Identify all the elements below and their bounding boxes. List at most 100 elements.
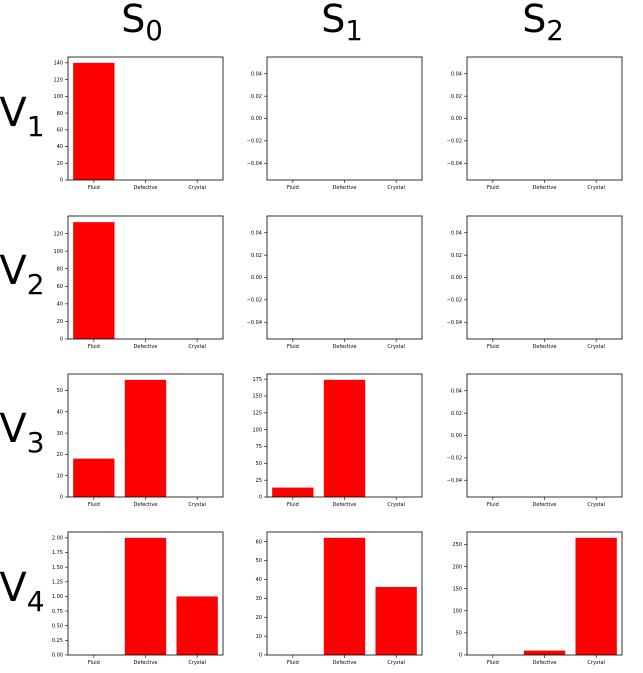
y-tick-label: 150 — [452, 586, 462, 592]
x-tick-label-crystal: Crystal — [387, 660, 405, 666]
column-header-2-sub: 2 — [546, 16, 563, 47]
y-tick-label: 50 — [57, 388, 63, 394]
subplot-r3-c0: 0.00 0.25 0.50 0.75 1.00 1.25 1.50 1.75 2.00 Flui… — [52, 531, 224, 666]
x-tick-label-crystal: Crystal — [587, 344, 605, 350]
row-header-1-sub: 2 — [27, 268, 45, 301]
y-tick-label: 200 — [452, 564, 462, 570]
y-tick-label: 0.00 — [451, 116, 462, 122]
x-tick-label-defective: Defective — [134, 502, 158, 508]
row-header-2-base: V — [0, 406, 27, 452]
column-header-0: S0 — [121, 0, 163, 47]
x-tick-label-defective: Defective — [134, 185, 158, 191]
axes-frame — [266, 215, 423, 340]
y-tick-label: 20 — [57, 319, 63, 325]
y-tick-label: 0.04 — [451, 388, 462, 394]
y-tick-label: 40 — [57, 410, 63, 416]
y-tick-label: 60 — [256, 539, 262, 545]
y-tick-label: −0.02 — [247, 139, 262, 145]
y-tick-label: −0.04 — [447, 320, 462, 326]
column-header-0-sub: 0 — [145, 16, 162, 47]
y-tick-label: 80 — [57, 111, 63, 117]
x-tick-label-fluid: Fluid — [287, 185, 299, 191]
subplot-r0-c2: −0.04 −0.02 0.00 0.02 0.04 Fluid Defective Crys… — [447, 56, 623, 191]
y-tick-label: 2.00 — [52, 536, 63, 542]
y-tick-label: 0.50 — [52, 623, 63, 629]
y-tick-label: 150 — [252, 394, 262, 400]
y-tick-label: 0.02 — [251, 94, 262, 100]
x-tick-label-defective: Defective — [333, 344, 357, 350]
bar-defective — [323, 379, 366, 497]
x-tick-label-fluid: Fluid — [487, 185, 499, 191]
axes-frame — [266, 56, 423, 181]
x-tick-label-fluid: Fluid — [88, 185, 100, 191]
y-tick-label: 1.50 — [52, 565, 63, 571]
y-tick-label: 50 — [456, 631, 462, 637]
x-tick-label-crystal: Crystal — [188, 502, 206, 508]
column-header-2-base: S — [522, 0, 546, 41]
y-tick-label: 0.00 — [451, 433, 462, 439]
y-tick-label: 0.00 — [251, 275, 262, 281]
x-tick-label-defective: Defective — [134, 660, 158, 666]
y-tick-label: 0.02 — [451, 253, 462, 259]
y-tick-label: 50 — [256, 461, 262, 467]
row-header-2-sub: 3 — [27, 426, 45, 459]
bar-fluid — [73, 62, 115, 180]
x-tick-label-fluid: Fluid — [88, 660, 100, 666]
x-tick-label-defective: Defective — [134, 344, 158, 350]
x-tick-label-crystal: Crystal — [387, 185, 405, 191]
x-tick-label-fluid: Fluid — [487, 344, 499, 350]
bar-crystal — [176, 596, 218, 655]
bar-fluid — [73, 222, 115, 339]
bar-crystal — [375, 586, 417, 655]
y-tick-label: −0.02 — [247, 298, 262, 304]
y-tick-label: 0.02 — [251, 253, 262, 259]
subplot-r0-c0: 0 20 40 60 80 100 120 140 Fluid Defective Crystal — [53, 56, 224, 191]
row-header-3-base: V — [0, 565, 27, 611]
y-tick-label: 100 — [53, 249, 63, 255]
y-tick-label: −0.02 — [447, 456, 462, 462]
column-header-1-base: S — [321, 0, 345, 41]
subplot-r1-c1: −0.04 −0.02 0.00 0.02 0.04 Fluid Defective Crys… — [247, 215, 423, 350]
x-tick-label-fluid: Fluid — [487, 660, 499, 666]
x-tick-label-defective: Defective — [333, 502, 357, 508]
axes-frame — [466, 373, 623, 498]
row-header-1: V2 — [0, 248, 45, 301]
y-tick-label: 0 — [60, 337, 63, 343]
row-header-0-sub: 1 — [27, 110, 45, 143]
y-tick-label: 0 — [259, 653, 262, 659]
x-tick-label-defective: Defective — [533, 660, 557, 666]
y-tick-label: 75 — [256, 444, 262, 450]
y-tick-label: 40 — [57, 144, 63, 150]
y-tick-label: 0.25 — [52, 638, 63, 644]
subplot-r0-c1: −0.04 −0.02 0.00 0.02 0.04 Fluid Defective Crys… — [247, 56, 423, 191]
x-tick-label-fluid: Fluid — [487, 502, 499, 508]
x-tick-label-fluid: Fluid — [88, 344, 100, 350]
row-header-2: V3 — [0, 406, 45, 459]
bar-fluid — [272, 487, 314, 497]
y-tick-label: 0.02 — [451, 411, 462, 417]
y-tick-label: 60 — [57, 284, 63, 290]
y-tick-label: 20 — [256, 615, 262, 621]
y-tick-label: 0.75 — [52, 609, 63, 615]
y-tick-label: 50 — [256, 558, 262, 564]
y-tick-label: 0.04 — [451, 230, 462, 236]
y-tick-label: 0 — [259, 495, 262, 501]
y-tick-label: 10 — [256, 634, 262, 640]
y-tick-label: 0.04 — [251, 230, 262, 236]
y-tick-label: −0.02 — [447, 139, 462, 145]
y-tick-label: 100 — [452, 608, 462, 614]
y-tick-label: 0.00 — [251, 116, 262, 122]
y-tick-label: 1.75 — [52, 550, 63, 556]
y-tick-label: −0.04 — [447, 478, 462, 484]
y-tick-label: 20 — [57, 452, 63, 458]
y-tick-label: −0.02 — [447, 298, 462, 304]
y-tick-label: −0.04 — [447, 161, 462, 167]
y-tick-label: 30 — [256, 596, 262, 602]
x-tick-label-crystal: Crystal — [188, 660, 206, 666]
x-tick-label-fluid: Fluid — [287, 502, 299, 508]
y-tick-label: 140 — [53, 61, 63, 67]
y-tick-label: 125 — [252, 411, 262, 417]
y-tick-label: 120 — [53, 231, 63, 237]
row-header-0-base: V — [0, 90, 27, 136]
x-tick-label-fluid: Fluid — [287, 660, 299, 666]
